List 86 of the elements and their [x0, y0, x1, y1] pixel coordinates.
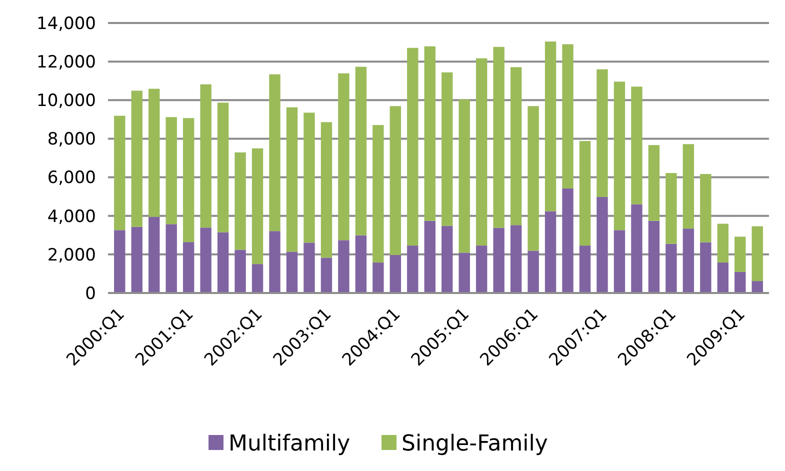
bar	[614, 230, 626, 293]
bar	[372, 125, 384, 263]
bar	[476, 58, 488, 246]
bar	[338, 240, 350, 293]
bar	[166, 117, 177, 224]
bar	[458, 252, 470, 293]
bar	[528, 106, 539, 251]
bar	[166, 224, 177, 293]
bar	[734, 272, 746, 293]
bar	[752, 281, 763, 293]
bar	[320, 258, 332, 293]
bar	[631, 86, 642, 204]
bar	[114, 116, 126, 230]
bar	[304, 112, 315, 243]
bar	[717, 224, 728, 263]
bar	[579, 141, 591, 246]
bar	[596, 69, 608, 197]
bar	[355, 66, 367, 236]
bar	[734, 236, 746, 272]
bar	[631, 204, 642, 293]
bar	[476, 246, 488, 293]
bar	[131, 90, 142, 227]
bar	[131, 226, 142, 293]
bar	[234, 250, 246, 293]
bar	[510, 225, 522, 293]
bar	[269, 231, 280, 293]
bar	[596, 196, 608, 293]
bar	[182, 242, 194, 293]
bar	[252, 148, 264, 264]
bar	[407, 246, 418, 293]
bar	[355, 235, 367, 293]
bar	[614, 82, 626, 230]
bar	[666, 173, 677, 244]
bar	[562, 44, 574, 188]
bar	[458, 99, 470, 253]
bar	[286, 252, 298, 293]
bar	[682, 144, 694, 229]
bar	[700, 174, 712, 242]
y-tick-label: 4,000	[47, 206, 96, 227]
bar	[648, 220, 660, 293]
y-tick-label: 10,000	[36, 91, 96, 112]
bar	[114, 230, 126, 293]
y-tick-label: 12,000	[36, 52, 96, 73]
bar	[217, 102, 229, 232]
bar	[648, 145, 660, 221]
bar	[269, 74, 280, 232]
bar	[200, 228, 212, 293]
bar	[510, 67, 522, 226]
bar	[562, 188, 574, 293]
bar	[372, 262, 384, 293]
bar	[338, 73, 350, 240]
bar	[304, 242, 315, 293]
bar	[528, 250, 539, 293]
y-tick-label: 2,000	[47, 245, 96, 266]
bar	[148, 216, 160, 293]
y-tick-label: 14,000	[36, 14, 96, 34]
bar	[407, 48, 418, 246]
bar	[320, 122, 332, 258]
y-tick-label: 0	[85, 284, 96, 304]
bar	[286, 107, 298, 252]
bar	[544, 42, 556, 212]
bar	[700, 242, 712, 293]
legend-label: Single-Family	[402, 432, 548, 457]
bar	[148, 88, 160, 217]
bar	[442, 226, 453, 293]
y-tick-label: 6,000	[47, 168, 96, 188]
bar	[493, 228, 504, 293]
bar	[493, 46, 504, 228]
bar	[442, 72, 453, 226]
bar	[424, 220, 436, 293]
bar	[200, 84, 212, 228]
bar	[182, 118, 194, 242]
bar	[717, 262, 728, 293]
bar	[752, 226, 763, 282]
bar	[390, 106, 402, 256]
bar	[252, 264, 264, 293]
bar	[666, 244, 677, 293]
legend-label: Multifamily	[228, 432, 350, 457]
bar	[234, 152, 246, 250]
bar	[424, 46, 436, 221]
bar	[682, 228, 694, 293]
bar	[217, 232, 229, 293]
bar	[390, 255, 402, 293]
y-tick-label: 8,000	[47, 130, 96, 150]
bar	[544, 211, 556, 293]
bar	[579, 246, 591, 293]
